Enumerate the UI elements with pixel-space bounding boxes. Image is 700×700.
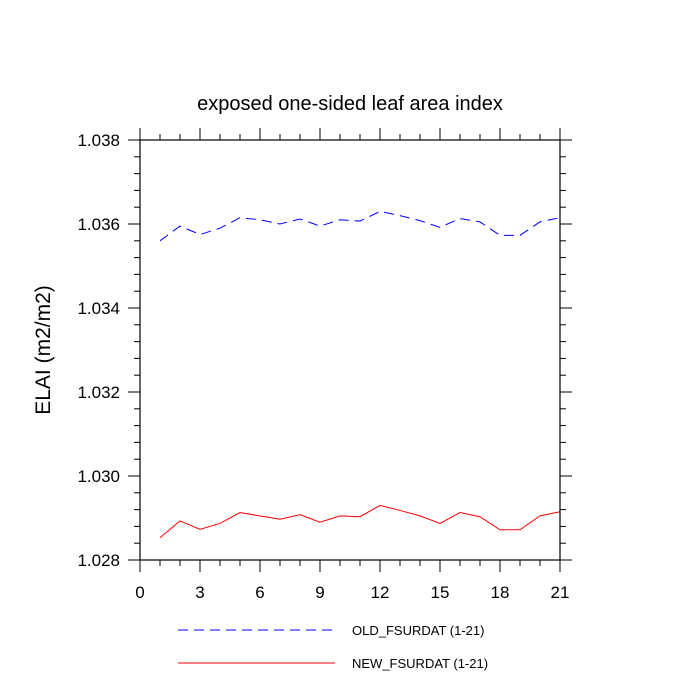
- series-lines: [159, 210, 561, 539]
- y-tick-label: 1.030: [77, 467, 120, 486]
- x-tick-label: 12: [371, 583, 390, 602]
- x-tick-label: 18: [491, 583, 510, 602]
- y-tick-label: 1.032: [77, 383, 120, 402]
- y-tick-label: 1.034: [77, 299, 120, 318]
- y-axis-label: ELAI (m2/m2): [32, 285, 55, 415]
- y-tick-labels: 1.028 1.030 1.032 1.034 1.036 1.038: [77, 131, 120, 570]
- y-tick-label: 1.036: [77, 215, 120, 234]
- y-tick-label: 1.028: [77, 551, 120, 570]
- x-tick-label: 15: [431, 583, 450, 602]
- series-line-new-fsurdat: [159, 504, 561, 539]
- legend-label: OLD_FSURDAT (1-21): [352, 623, 484, 638]
- x-tick-label: 9: [315, 583, 324, 602]
- plot-frame: [139, 139, 561, 561]
- y-tick-label: 1.038: [77, 131, 120, 150]
- chart-title: exposed one-sided leaf area index: [197, 93, 503, 115]
- legend-label: NEW_FSURDAT (1-21): [352, 656, 488, 671]
- x-tick-label: 0: [135, 583, 144, 602]
- x-tick-labels: 0 3 6 9 12 15 18 21: [135, 583, 569, 602]
- series-line-old-fsurdat: [159, 210, 561, 242]
- x-tick-label: 21: [551, 583, 570, 602]
- x-tick-label: 3: [195, 583, 204, 602]
- legend: OLD_FSURDAT (1-21) NEW_FSURDAT (1-21): [178, 623, 488, 671]
- axis-ticks: [128, 128, 572, 572]
- x-tick-label: 6: [255, 583, 264, 602]
